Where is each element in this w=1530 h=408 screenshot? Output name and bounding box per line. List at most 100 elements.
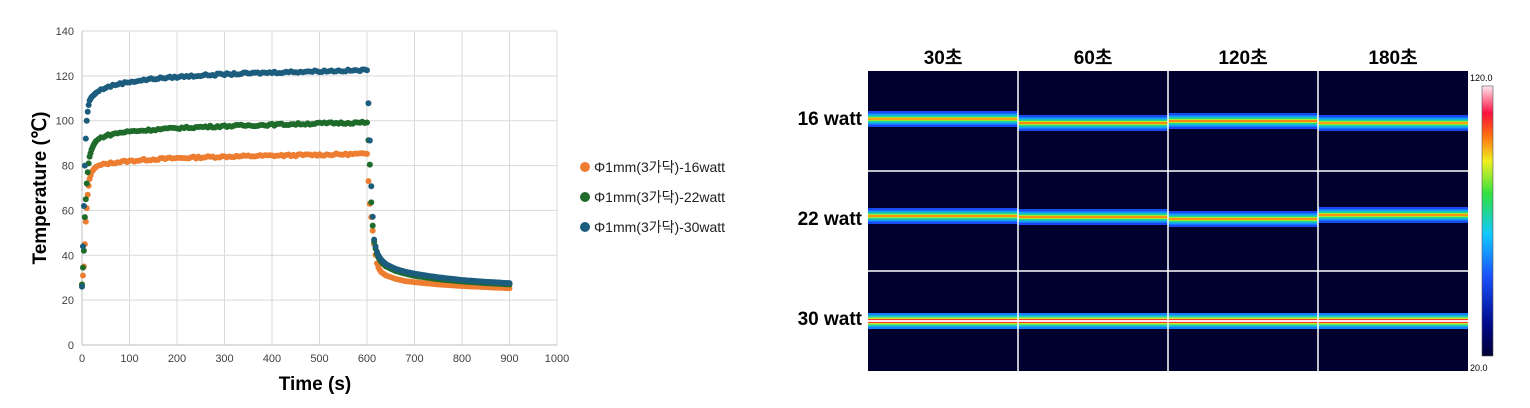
thermal-cell — [868, 71, 1018, 171]
column-header: 120초 — [1218, 47, 1267, 69]
x-tick-label: 100 — [120, 353, 138, 365]
heat-band — [1168, 120, 1318, 122]
y-tick-labels: 0 20 40 60 80 100 120 140 — [56, 26, 74, 352]
x-tick-label: 200 — [168, 353, 186, 365]
y-tick-label: 80 — [62, 161, 74, 173]
data-point — [82, 135, 89, 142]
thermal-cell — [868, 271, 1018, 371]
thermal-cell — [1318, 71, 1468, 171]
thermal-cell — [1018, 71, 1168, 171]
x-tick-label: 0 — [79, 353, 85, 365]
y-tick-label: 100 — [56, 116, 74, 128]
chart-points — [79, 66, 513, 292]
row-label: 16 watt — [798, 109, 863, 130]
column-header: 60초 — [1074, 47, 1113, 69]
thermal-image-grid: 30초 60초 120초 180초 16 watt 22 watt 30 watt 120… — [798, 47, 1494, 373]
data-point — [365, 178, 372, 185]
data-point — [372, 243, 379, 250]
legend-label: Φ1mm(3가닥)-16watt — [594, 159, 725, 175]
heat-band — [1318, 122, 1468, 124]
chart-legend: Φ1mm(3가닥)-16watt Φ1mm(3가닥)-22watt Φ1mm(3가닥… — [580, 159, 725, 235]
legend-marker — [580, 162, 590, 172]
y-tick-label: 20 — [62, 295, 74, 307]
thermal-cells — [868, 71, 1468, 371]
data-point — [84, 108, 91, 115]
data-point — [82, 196, 89, 203]
x-tick-label: 900 — [500, 353, 518, 365]
y-tick-label: 120 — [56, 71, 74, 83]
x-tick-label: 1000 — [545, 353, 569, 365]
column-headers: 30초 60초 120초 180초 — [924, 47, 1418, 69]
y-tick-label: 0 — [68, 340, 74, 352]
data-point — [364, 119, 370, 126]
data-point — [85, 102, 92, 109]
data-point — [369, 222, 376, 229]
data-point — [365, 100, 372, 107]
heat-band — [1018, 320, 1168, 322]
heat-band — [868, 215, 1018, 217]
data-point — [80, 247, 87, 254]
temperature-scatter-chart: 0 100 200 300 400 500 600 700 800 900 1000 0 20 40 60… — [30, 26, 725, 395]
data-point — [369, 213, 376, 220]
colorbar: 120.0 20.0 — [1470, 73, 1494, 373]
series-1 — [79, 150, 513, 292]
thermal-cell — [1168, 71, 1318, 171]
data-point — [84, 169, 91, 176]
thermal-cell — [1018, 271, 1168, 371]
heat-band — [868, 118, 1018, 120]
legend-marker — [580, 222, 590, 232]
data-point — [364, 67, 370, 74]
y-axis-label: Temperature (℃) — [30, 112, 51, 265]
thermal-cell — [868, 171, 1018, 271]
data-point — [79, 243, 86, 250]
heat-band — [1168, 320, 1318, 322]
x-tick-label: 400 — [263, 353, 281, 365]
data-point — [366, 161, 373, 168]
data-point — [81, 162, 88, 169]
data-point — [82, 218, 89, 225]
y-tick-label: 140 — [56, 26, 74, 38]
thermal-cell — [1318, 271, 1468, 371]
data-point — [371, 236, 378, 243]
data-point — [368, 199, 375, 206]
heat-band — [1168, 218, 1318, 220]
chart-gridlines — [82, 30, 558, 345]
heat-band — [1318, 320, 1468, 322]
heat-band — [868, 320, 1018, 322]
legend-label: Φ1mm(3가닥)-22watt — [594, 189, 725, 205]
row-label: 30 watt — [798, 309, 863, 330]
x-tick-label: 700 — [405, 353, 423, 365]
data-point — [366, 137, 373, 144]
x-tick-label: 800 — [453, 353, 471, 365]
data-point — [80, 202, 87, 209]
data-point — [84, 191, 91, 198]
data-point — [368, 183, 375, 190]
legend-marker — [580, 192, 590, 202]
series-3 — [79, 66, 513, 290]
colorbar-gradient — [1481, 85, 1494, 357]
series-2 — [79, 118, 513, 288]
x-axis-label: Time (s) — [279, 374, 352, 395]
data-point — [506, 280, 513, 287]
thermal-cell — [1168, 171, 1318, 271]
data-point — [369, 227, 376, 234]
y-tick-label: 40 — [62, 250, 74, 262]
data-point — [79, 272, 86, 279]
data-point — [83, 180, 90, 187]
colorbar-max-label: 120.0 — [1470, 73, 1493, 83]
heat-band — [1018, 122, 1168, 124]
colorbar-min-label: 20.0 — [1470, 363, 1488, 373]
chart-axes — [81, 31, 557, 346]
column-header: 30초 — [924, 47, 963, 69]
x-tick-labels: 0 100 200 300 400 500 600 700 800 900 1000 — [79, 353, 569, 365]
data-point — [364, 150, 370, 157]
y-tick-label: 60 — [62, 205, 74, 217]
heat-band — [1318, 214, 1468, 216]
row-labels: 16 watt 22 watt 30 watt — [798, 109, 863, 330]
data-point — [83, 117, 90, 124]
thermal-cell — [1168, 271, 1318, 371]
data-point — [81, 214, 88, 221]
data-point — [79, 264, 86, 271]
thermal-cell — [1018, 171, 1168, 271]
